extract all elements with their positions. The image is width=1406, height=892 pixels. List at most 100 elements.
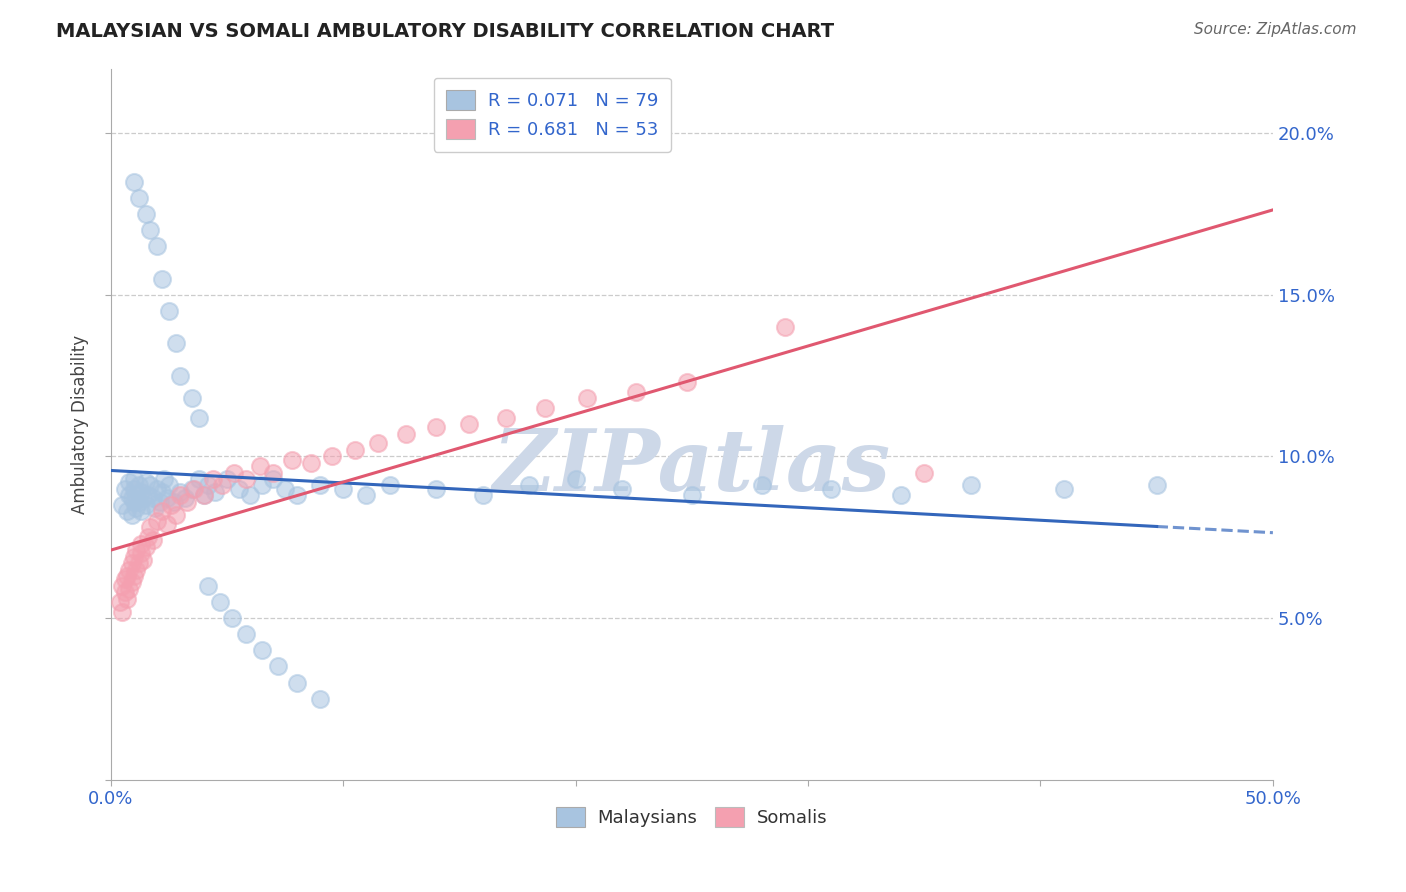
Point <box>367 436 389 450</box>
Point <box>146 239 169 253</box>
Point <box>115 504 138 518</box>
Point <box>274 482 297 496</box>
Point <box>146 482 169 496</box>
Point <box>181 391 204 405</box>
Point <box>121 575 143 590</box>
Point <box>457 417 479 431</box>
Point <box>139 223 162 237</box>
Point <box>111 605 134 619</box>
Point <box>150 271 173 285</box>
Point <box>165 336 187 351</box>
Point <box>150 504 173 518</box>
Point <box>959 478 981 492</box>
Point <box>142 533 165 548</box>
Point <box>624 384 647 399</box>
Point <box>108 595 131 609</box>
Point <box>890 488 912 502</box>
Point <box>564 472 586 486</box>
Point <box>146 514 169 528</box>
Point <box>128 191 150 205</box>
Point <box>676 375 699 389</box>
Point <box>332 482 354 496</box>
Point <box>139 520 162 534</box>
Point <box>162 494 184 508</box>
Point <box>1053 482 1076 496</box>
Point <box>250 478 273 492</box>
Point <box>176 494 198 508</box>
Point <box>221 611 243 625</box>
Point <box>169 485 191 500</box>
Legend: Malaysians, Somalis: Malaysians, Somalis <box>548 800 835 835</box>
Point <box>135 498 157 512</box>
Point <box>395 426 418 441</box>
Point <box>115 591 138 606</box>
Point <box>142 491 165 506</box>
Point <box>122 569 145 583</box>
Point <box>132 491 155 506</box>
Point <box>136 530 159 544</box>
Point <box>193 488 215 502</box>
Point <box>281 452 304 467</box>
Point <box>425 482 447 496</box>
Point <box>169 368 191 383</box>
Point <box>132 553 155 567</box>
Point <box>111 498 134 512</box>
Point <box>1146 478 1168 492</box>
Point <box>285 488 308 502</box>
Point <box>471 488 494 502</box>
Point <box>193 488 215 502</box>
Point <box>155 491 177 506</box>
Point <box>165 508 187 522</box>
Point <box>121 491 143 506</box>
Point <box>183 482 205 496</box>
Point <box>118 488 141 502</box>
Point <box>135 475 157 490</box>
Point <box>114 572 136 586</box>
Point <box>610 482 633 496</box>
Point <box>121 556 143 570</box>
Point <box>160 498 183 512</box>
Point <box>576 391 599 405</box>
Point <box>285 675 308 690</box>
Point <box>118 475 141 490</box>
Point <box>114 585 136 599</box>
Point <box>139 478 162 492</box>
Point <box>208 595 231 609</box>
Point <box>129 536 152 550</box>
Point <box>128 478 150 492</box>
Point <box>114 482 136 496</box>
Point <box>118 582 141 596</box>
Point <box>122 549 145 564</box>
Point <box>495 410 517 425</box>
Y-axis label: Ambulatory Disability: Ambulatory Disability <box>72 334 89 514</box>
Point <box>262 472 284 486</box>
Point <box>125 501 148 516</box>
Point <box>204 485 226 500</box>
Point <box>143 501 166 516</box>
Point <box>155 517 177 532</box>
Point <box>321 450 343 464</box>
Point <box>202 472 225 486</box>
Point <box>681 488 703 502</box>
Point <box>181 482 204 496</box>
Text: MALAYSIAN VS SOMALI AMBULATORY DISABILITY CORRELATION CHART: MALAYSIAN VS SOMALI AMBULATORY DISABILIT… <box>56 22 834 41</box>
Point <box>128 556 150 570</box>
Point <box>125 543 148 558</box>
Point <box>125 488 148 502</box>
Point <box>188 410 211 425</box>
Point <box>517 478 540 492</box>
Point <box>188 472 211 486</box>
Point <box>135 540 157 554</box>
Text: Source: ZipAtlas.com: Source: ZipAtlas.com <box>1194 22 1357 37</box>
Point <box>111 579 134 593</box>
Point <box>115 569 138 583</box>
Point <box>129 485 152 500</box>
Point <box>299 456 322 470</box>
Point <box>148 494 170 508</box>
Point <box>157 478 180 492</box>
Point <box>122 472 145 486</box>
Point <box>222 466 245 480</box>
Text: ZIPatlas: ZIPatlas <box>492 425 891 508</box>
Point <box>211 478 233 492</box>
Point <box>262 466 284 480</box>
